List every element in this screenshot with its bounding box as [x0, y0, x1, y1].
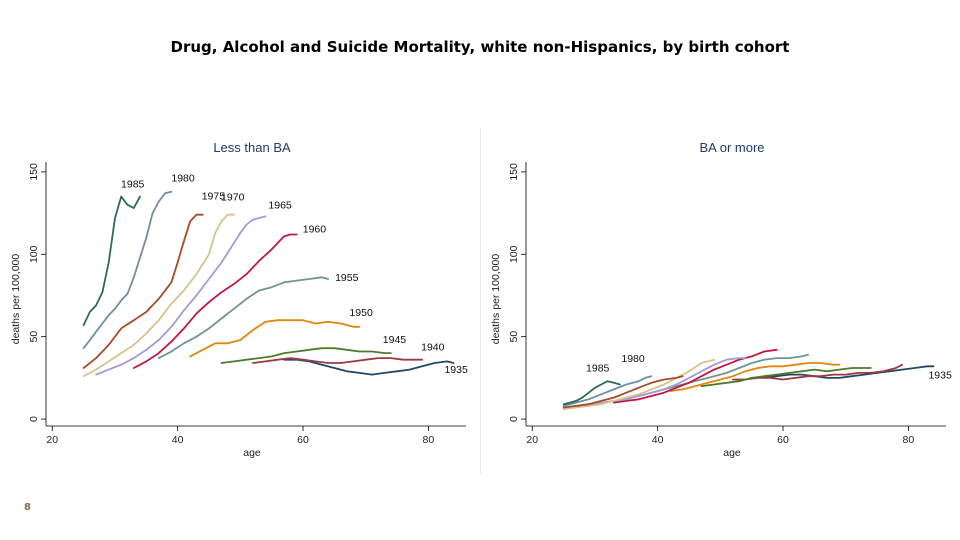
series-line-1975: [562, 375, 684, 409]
y-axis-label: deaths per 100,000: [490, 254, 502, 345]
series-line-1950: [669, 362, 841, 392]
cohort-label-1980: 1980: [171, 173, 195, 185]
chart-ba-or-more: BA or more 0 50 100 150 20 40 60 80 age deaths per…: [483, 128, 958, 474]
x-tick-label: 60: [297, 434, 309, 446]
x-tick-label: 80: [423, 434, 435, 446]
chart-title: Less than BA: [213, 140, 291, 155]
x-tick-label: 40: [652, 434, 664, 446]
series-line-1980: [82, 190, 173, 350]
cohort-label-1955: 1955: [335, 272, 359, 284]
series-line-1975: [82, 213, 204, 369]
y-tick-label: 50: [28, 331, 40, 343]
chart-title: BA or more: [699, 140, 764, 155]
cohort-label-1935: 1935: [928, 369, 952, 381]
x-tick-label: 80: [903, 434, 915, 446]
series-line-1935: [763, 365, 935, 379]
series-line-1945: [220, 347, 392, 364]
cohort-label-1985: 1985: [586, 362, 610, 374]
cohort-label-1985: 1985: [121, 179, 145, 191]
page-number: 8: [24, 502, 31, 513]
x-tick-label: 40: [172, 434, 184, 446]
series-line-1965: [95, 215, 267, 376]
series-line-1965: [575, 357, 747, 407]
series-line-1955: [157, 276, 330, 360]
chart-less-than-ba: Less than BA 0 50 100 150 20 40 60 80 age deaths p…: [3, 128, 478, 474]
slide-title: Drug, Alcohol and Suicide Mortality, whi…: [170, 38, 790, 56]
x-axis-label: age: [243, 447, 261, 459]
series-line-1960: [132, 233, 298, 369]
cohort-label-1980: 1980: [621, 353, 645, 365]
y-tick-label: 100: [508, 245, 520, 263]
series-line-1970: [82, 213, 236, 378]
series-line-1945: [700, 367, 872, 388]
cohort-label-1970: 1970: [221, 192, 245, 204]
y-tick-label: 0: [28, 416, 40, 422]
chart-svg-less-than-ba: Less than BA 0 50 100 150 20 40 60 80 age deaths p…: [10, 140, 468, 459]
cohort-label-1940: 1940: [421, 342, 445, 354]
panel-divider: [480, 128, 481, 474]
series-line-1935: [283, 358, 455, 376]
x-tick-label: 20: [526, 434, 538, 446]
series-line-1985: [562, 380, 621, 406]
series-line-1970: [562, 358, 716, 411]
y-tick-label: 100: [28, 245, 40, 263]
cohort-label-1965: 1965: [268, 199, 292, 211]
x-tick-label: 60: [777, 434, 789, 446]
x-tick-label: 20: [46, 434, 58, 446]
series-line-1980: [562, 375, 653, 407]
cohort-label-1935: 1935: [444, 364, 468, 376]
series-line-1985: [82, 195, 141, 327]
y-tick-label: 0: [508, 416, 520, 422]
series-line-1960: [612, 348, 778, 404]
cohort-label-1975: 1975: [202, 191, 226, 203]
x-axis-label: age: [723, 447, 741, 459]
plot-area: BA or more 0 50 100 150 20 40 60 80 age deaths per…: [490, 140, 952, 459]
series-line-1940: [251, 357, 424, 364]
cohort-label-1945: 1945: [383, 334, 407, 346]
cohort-label-1960: 1960: [303, 224, 327, 236]
y-tick-label: 150: [28, 163, 40, 181]
y-tick-label: 50: [508, 331, 520, 343]
plot-area: Less than BA 0 50 100 150 20 40 60 80 age deaths p…: [10, 140, 468, 459]
series-line-1940: [731, 363, 904, 381]
cohort-label-1950: 1950: [349, 307, 373, 319]
y-axis-label: deaths per 100,000: [10, 254, 22, 345]
chart-svg-ba-or-more: BA or more 0 50 100 150 20 40 60 80 age deaths per…: [490, 140, 952, 459]
series-line-1950: [189, 319, 361, 358]
y-tick-label: 150: [508, 163, 520, 181]
